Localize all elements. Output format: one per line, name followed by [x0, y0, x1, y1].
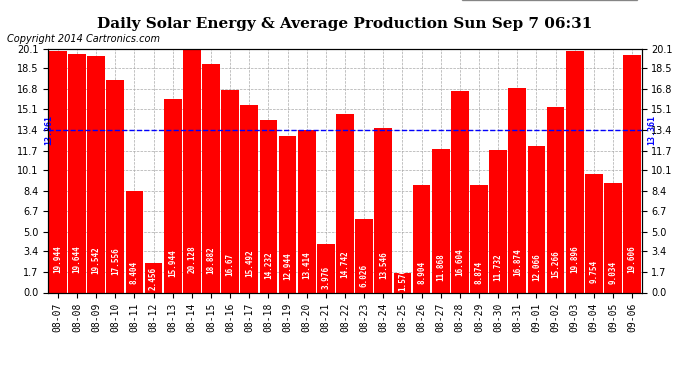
Bar — [336, 114, 354, 292]
Text: 14.232: 14.232 — [264, 251, 273, 279]
Text: 19.606: 19.606 — [628, 246, 637, 273]
Text: 11.732: 11.732 — [493, 254, 502, 281]
Bar — [393, 273, 411, 292]
Text: 6.026: 6.026 — [359, 264, 368, 286]
Text: 19.896: 19.896 — [570, 246, 579, 273]
Text: 16.604: 16.604 — [455, 249, 464, 276]
Bar — [106, 80, 124, 292]
Text: 19.944: 19.944 — [53, 245, 62, 273]
Text: 1.576: 1.576 — [398, 268, 407, 291]
Bar — [432, 148, 449, 292]
Bar — [528, 146, 545, 292]
Text: 8.874: 8.874 — [475, 261, 484, 284]
Text: 13.361: 13.361 — [43, 116, 53, 146]
Text: 9.754: 9.754 — [589, 260, 598, 283]
Bar — [375, 128, 392, 292]
Bar — [49, 51, 67, 292]
Bar — [279, 135, 297, 292]
Bar — [298, 130, 315, 292]
Bar — [164, 99, 181, 292]
Bar — [585, 174, 602, 292]
Text: 13.361: 13.361 — [648, 116, 657, 146]
Bar — [202, 63, 220, 292]
Text: 8.904: 8.904 — [417, 261, 426, 284]
Bar — [259, 120, 277, 292]
Text: 14.742: 14.742 — [340, 251, 350, 278]
Bar — [566, 51, 584, 292]
Text: 15.266: 15.266 — [551, 250, 560, 278]
Text: 18.882: 18.882 — [206, 246, 215, 274]
Bar — [546, 107, 564, 292]
Bar — [126, 190, 144, 292]
Text: 9.034: 9.034 — [609, 261, 618, 284]
Text: 15.944: 15.944 — [168, 249, 177, 277]
Bar — [355, 219, 373, 292]
Text: 19.542: 19.542 — [92, 246, 101, 273]
Text: 20.128: 20.128 — [188, 245, 197, 273]
Bar — [623, 55, 641, 292]
Bar — [221, 90, 239, 292]
Text: 13.546: 13.546 — [379, 252, 388, 279]
Text: 16.874: 16.874 — [513, 248, 522, 276]
Text: 19.644: 19.644 — [72, 246, 81, 273]
Text: 15.492: 15.492 — [245, 250, 254, 278]
Text: 17.556: 17.556 — [111, 248, 120, 276]
Text: Daily Solar Energy & Average Production Sun Sep 7 06:31: Daily Solar Energy & Average Production … — [97, 17, 593, 31]
Bar — [145, 263, 162, 292]
Text: 8.404: 8.404 — [130, 261, 139, 284]
Text: 12.066: 12.066 — [532, 253, 541, 281]
Bar — [88, 56, 105, 292]
Bar — [604, 183, 622, 292]
Bar — [509, 88, 526, 292]
Text: 3.976: 3.976 — [322, 266, 331, 289]
Text: Copyright 2014 Cartronics.com: Copyright 2014 Cartronics.com — [7, 34, 160, 44]
Bar — [489, 150, 507, 292]
Text: 12.944: 12.944 — [283, 252, 292, 280]
Bar — [451, 91, 469, 292]
Bar — [317, 244, 335, 292]
Text: 2.456: 2.456 — [149, 267, 158, 290]
Bar — [183, 48, 201, 292]
Bar — [413, 184, 431, 292]
Text: 16.67: 16.67 — [226, 253, 235, 276]
Bar — [68, 54, 86, 292]
Text: 13.414: 13.414 — [302, 252, 311, 279]
Bar — [241, 105, 258, 292]
Text: 11.868: 11.868 — [436, 253, 445, 281]
Bar — [470, 185, 488, 292]
